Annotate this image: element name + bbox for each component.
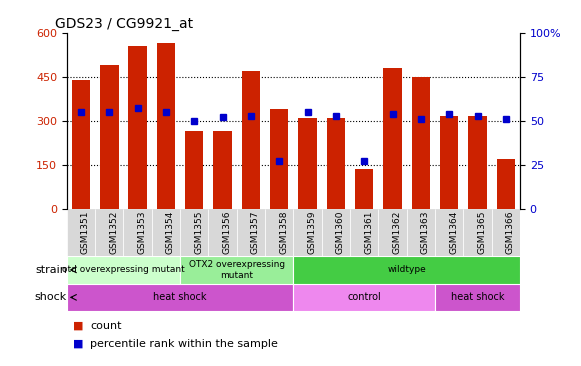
- Bar: [242, 71, 260, 209]
- Bar: [350, 209, 378, 256]
- Text: GSM1358: GSM1358: [279, 211, 288, 254]
- Text: GSM1360: GSM1360: [336, 211, 345, 254]
- Text: GSM1356: GSM1356: [223, 211, 232, 254]
- Bar: [355, 169, 374, 209]
- Bar: [497, 159, 515, 209]
- Bar: [67, 256, 180, 284]
- Bar: [185, 131, 203, 209]
- Bar: [213, 131, 232, 209]
- Text: GSM1364: GSM1364: [449, 211, 458, 254]
- Bar: [270, 109, 288, 209]
- Bar: [180, 256, 293, 284]
- Bar: [152, 209, 180, 256]
- Text: count: count: [90, 321, 121, 331]
- Bar: [412, 77, 430, 209]
- Bar: [100, 65, 119, 209]
- Bar: [383, 68, 401, 209]
- Text: GSM1352: GSM1352: [109, 211, 119, 254]
- Text: heat shock: heat shock: [451, 292, 504, 302]
- Bar: [407, 209, 435, 256]
- Text: GSM1362: GSM1362: [393, 211, 401, 254]
- Bar: [327, 118, 345, 209]
- Bar: [435, 209, 464, 256]
- Bar: [237, 209, 265, 256]
- Text: GSM1351: GSM1351: [81, 211, 90, 254]
- Text: GSM1366: GSM1366: [506, 211, 515, 254]
- Text: GSM1354: GSM1354: [166, 211, 175, 254]
- Bar: [492, 209, 520, 256]
- Text: ■: ■: [73, 321, 83, 331]
- Bar: [209, 209, 237, 256]
- Bar: [95, 209, 123, 256]
- Text: control: control: [347, 292, 381, 302]
- Bar: [265, 209, 293, 256]
- Text: GSM1361: GSM1361: [364, 211, 373, 254]
- Text: GSM1365: GSM1365: [478, 211, 486, 254]
- Bar: [123, 209, 152, 256]
- Bar: [299, 118, 317, 209]
- Bar: [67, 284, 293, 311]
- Text: ■: ■: [73, 339, 83, 349]
- Bar: [293, 209, 322, 256]
- Text: GSM1359: GSM1359: [307, 211, 317, 254]
- Bar: [464, 209, 492, 256]
- Text: GSM1357: GSM1357: [251, 211, 260, 254]
- Bar: [378, 209, 407, 256]
- Bar: [468, 116, 487, 209]
- Bar: [180, 209, 209, 256]
- Text: otd overexpressing mutant: otd overexpressing mutant: [62, 265, 185, 274]
- Bar: [157, 43, 175, 209]
- Text: GSM1355: GSM1355: [194, 211, 203, 254]
- Bar: [293, 256, 520, 284]
- Bar: [72, 80, 90, 209]
- Text: percentile rank within the sample: percentile rank within the sample: [90, 339, 278, 349]
- Text: GSM1363: GSM1363: [421, 211, 430, 254]
- Text: strain: strain: [35, 265, 67, 275]
- Text: heat shock: heat shock: [153, 292, 207, 302]
- Text: GDS23 / CG9921_at: GDS23 / CG9921_at: [55, 17, 193, 31]
- Text: GSM1353: GSM1353: [138, 211, 146, 254]
- Bar: [293, 284, 435, 311]
- Bar: [440, 116, 458, 209]
- Text: shock: shock: [34, 292, 67, 302]
- Bar: [67, 209, 95, 256]
- Text: OTX2 overexpressing
mutant: OTX2 overexpressing mutant: [189, 260, 285, 280]
- Bar: [435, 284, 520, 311]
- Bar: [128, 46, 147, 209]
- Text: wildtype: wildtype: [388, 265, 426, 274]
- Bar: [322, 209, 350, 256]
